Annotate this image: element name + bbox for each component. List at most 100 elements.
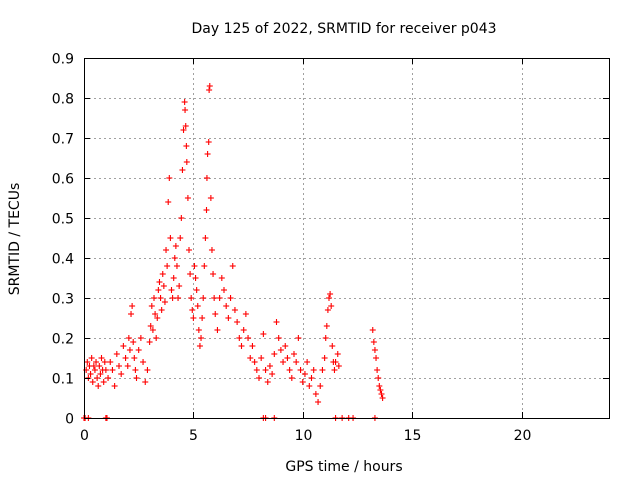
- data-point: [101, 359, 108, 365]
- data-point: [87, 371, 94, 377]
- data-point: [212, 311, 219, 317]
- data-point: [205, 139, 212, 145]
- data-point: [273, 319, 280, 325]
- data-point: [334, 351, 341, 357]
- data-point: [271, 351, 278, 357]
- x-axis-title: GPS time / hours: [285, 459, 402, 475]
- data-point: [249, 343, 256, 349]
- data-point: [218, 275, 225, 281]
- data-point: [195, 327, 202, 333]
- data-point: [159, 271, 166, 277]
- data-point: [221, 287, 227, 293]
- data-point: [299, 379, 306, 385]
- y-tick-label: 0.7: [52, 132, 74, 148]
- data-point: [152, 311, 159, 317]
- data-point: [120, 343, 127, 349]
- data-point: [225, 315, 232, 321]
- data-point: [371, 347, 378, 353]
- data-point: [262, 367, 269, 373]
- data-point: [160, 283, 167, 289]
- data-point: [100, 379, 107, 385]
- data-point: [206, 87, 213, 93]
- data-point: [324, 307, 331, 313]
- data-point: [163, 247, 170, 253]
- data-point: [132, 367, 139, 373]
- data-point: [234, 319, 241, 325]
- data-point: [247, 355, 254, 361]
- data-point: [102, 367, 109, 373]
- data-point: [199, 315, 206, 321]
- data-point: [378, 391, 385, 397]
- data-point: [144, 367, 151, 373]
- data-point: [137, 335, 144, 341]
- data-point: [201, 263, 208, 269]
- data-point: [182, 107, 189, 113]
- ticks-layer: [84, 58, 609, 419]
- data-point: [280, 359, 287, 365]
- data-point: [105, 375, 112, 381]
- data-point: [154, 315, 161, 321]
- data-point: [153, 335, 160, 341]
- data-point: [301, 371, 308, 377]
- data-point: [146, 339, 153, 345]
- x-tick-label: 15: [404, 428, 422, 444]
- data-point: [98, 355, 105, 361]
- data-point: [181, 99, 188, 105]
- y-tick-label: 0.2: [52, 332, 74, 348]
- data-point: [326, 295, 332, 301]
- data-point: [211, 295, 218, 301]
- data-point: [370, 339, 377, 345]
- data-point: [319, 367, 326, 373]
- data-point: [253, 367, 260, 373]
- data-point: [94, 375, 101, 381]
- points-layer: [81, 83, 386, 421]
- data-point: [188, 295, 195, 301]
- data-point: [90, 363, 97, 369]
- data-point: [282, 343, 289, 349]
- data-point: [223, 303, 230, 309]
- data-point: [214, 327, 221, 333]
- data-point: [140, 359, 147, 365]
- x-tick-label: 10: [295, 428, 313, 444]
- y-tick-label: 0.6: [52, 172, 74, 188]
- data-point: [200, 295, 207, 301]
- data-point: [192, 275, 199, 281]
- data-point: [203, 207, 210, 213]
- data-point: [260, 331, 267, 337]
- data-point: [151, 295, 157, 301]
- data-point: [133, 375, 140, 381]
- data-point: [126, 347, 133, 353]
- data-point: [175, 295, 182, 301]
- data-point: [184, 195, 191, 201]
- data-point: [269, 371, 276, 377]
- data-point: [183, 159, 190, 165]
- data-point: [167, 235, 174, 241]
- data-point: [168, 287, 175, 293]
- data-point: [322, 335, 329, 341]
- data-point: [210, 271, 217, 277]
- data-point: [376, 383, 383, 389]
- data-point: [312, 391, 319, 397]
- data-point: [111, 383, 118, 389]
- x-tick-label: 0: [80, 428, 89, 444]
- data-point: [177, 235, 184, 241]
- data-point: [379, 395, 386, 401]
- data-point: [227, 295, 234, 301]
- data-point: [245, 335, 252, 341]
- data-point: [321, 355, 328, 361]
- y-tick-label: 0.8: [52, 92, 74, 108]
- data-point: [206, 83, 213, 89]
- data-point: [193, 287, 200, 293]
- data-point: [88, 355, 95, 361]
- data-point: [97, 371, 104, 377]
- data-point: [377, 387, 384, 393]
- data-point: [149, 327, 156, 333]
- data-point: [180, 127, 187, 133]
- data-point: [238, 343, 245, 349]
- data-point: [96, 363, 103, 369]
- chart-title: Day 125 of 2022, SRMTID for receiver p04…: [191, 21, 496, 37]
- data-point: [116, 363, 122, 369]
- data-point: [293, 359, 300, 365]
- data-point: [89, 379, 96, 385]
